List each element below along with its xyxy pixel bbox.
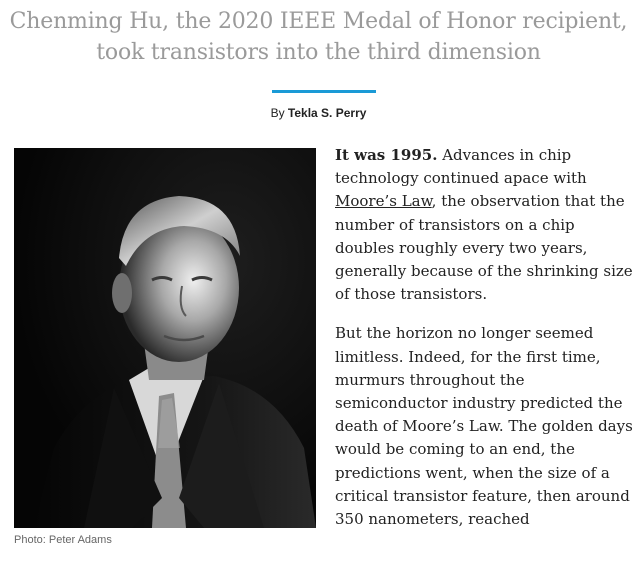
paragraph-1-continuation: , the observation that the number of tra… xyxy=(335,192,633,304)
paragraph-2: But the horizon no longer seemed limitle… xyxy=(335,324,633,529)
paragraph-1: It was 1995. Advances in chip technology… xyxy=(335,144,637,306)
byline-prefix: By xyxy=(270,106,285,120)
byline: By Tekla S. Perry xyxy=(0,106,637,120)
lead-in: It was 1995. xyxy=(335,146,438,164)
paragraph-1-text: Advances in chip technology continued ap… xyxy=(335,146,587,188)
photo-caption: Photo: Peter Adams xyxy=(14,534,112,546)
article-body: It was 1995. Advances in chip technology… xyxy=(335,144,637,547)
portrait-photo xyxy=(14,148,316,528)
byline-author[interactable]: Tekla S. Perry xyxy=(287,106,367,120)
portrait-illustration xyxy=(14,148,316,528)
moores-law-link[interactable]: Moore’s Law xyxy=(335,192,432,211)
accent-rule xyxy=(272,90,376,93)
article-headline: Chenming Hu, the 2020 IEEE Medal of Hono… xyxy=(9,9,628,65)
